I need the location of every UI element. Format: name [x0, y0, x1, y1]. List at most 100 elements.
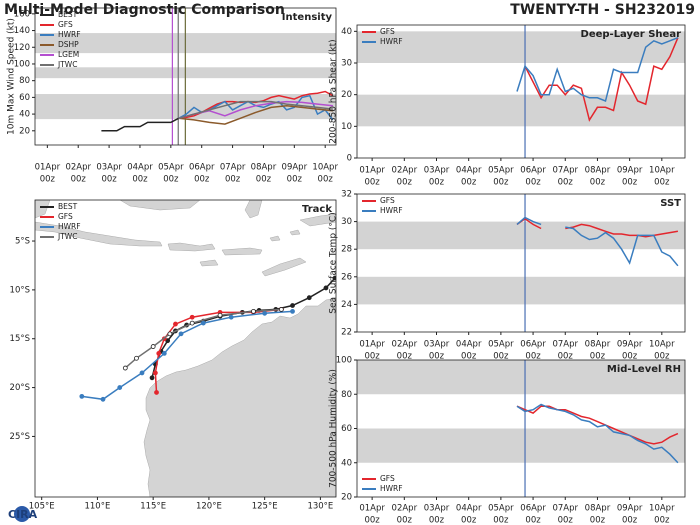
- y-tick-label: 10°S: [10, 285, 30, 295]
- band: [357, 360, 685, 395]
- track-point: [154, 390, 159, 395]
- x-tick-label: 110°E: [84, 502, 110, 512]
- x-tick-label: 00z: [558, 352, 574, 362]
- y-axis-label: 10m Max Wind Speed (kt): [7, 18, 17, 135]
- frame: [34, 7, 337, 146]
- x-tick-label: 00z: [429, 178, 445, 188]
- x-tick-label: 00z: [461, 178, 477, 188]
- x-tick-label: 00z: [590, 352, 606, 362]
- y-tick-label: 40: [341, 27, 352, 37]
- x-tick-label: 00z: [71, 175, 87, 185]
- track-point: [306, 295, 312, 301]
- x-tick-label: 00z: [493, 352, 509, 362]
- legend-label: JTWC: [57, 232, 77, 241]
- track-point: [228, 314, 234, 320]
- x-tick-label: 00z: [654, 352, 670, 362]
- x-tick-label: 00z: [364, 516, 380, 525]
- x-tick-label: 08Apr: [251, 163, 277, 173]
- logo: CIRA: [8, 508, 38, 521]
- legend-label: GFS: [380, 474, 395, 483]
- x-tick-label: 05Apr: [158, 163, 184, 173]
- track-point: [139, 370, 145, 376]
- x-tick-label: 125°E: [252, 502, 278, 512]
- x-tick-label: 00z: [40, 175, 56, 185]
- x-tick-label: 00z: [622, 178, 638, 188]
- x-tick-label: 01Apr: [35, 163, 61, 173]
- logo-mark: [14, 506, 30, 522]
- x-tick-label: 07Apr: [552, 166, 578, 176]
- x-tick-label: 10Apr: [649, 504, 675, 514]
- x-tick-label: 00z: [590, 178, 606, 188]
- y-tick-label: 100: [336, 356, 352, 366]
- frame: [34, 199, 337, 498]
- x-tick-label: 05Apr: [488, 340, 514, 350]
- x-tick-label: 05Apr: [488, 166, 514, 176]
- y-axis-label: Sea Surface Temp (°C): [329, 212, 339, 313]
- y-tick-label: 120: [14, 43, 30, 53]
- track-point: [167, 331, 173, 337]
- series-line: [178, 100, 333, 120]
- x-tick-label: 09Apr: [617, 166, 643, 176]
- legend-label: JTWC: [57, 60, 77, 69]
- y-tick-label: 40: [341, 458, 352, 468]
- x-tick-label: 08Apr: [585, 504, 611, 514]
- track-point: [290, 303, 295, 308]
- legend-label: LGEM: [58, 50, 79, 59]
- x-tick-label: 06Apr: [189, 163, 215, 173]
- track-point: [161, 350, 167, 356]
- x-tick-label: 00z: [101, 175, 117, 185]
- x-tick-label: 00z: [318, 175, 334, 185]
- legend-label: HWRF: [58, 30, 81, 39]
- y-tick-label: 10: [341, 122, 352, 132]
- y-tick-label: 0: [347, 154, 352, 164]
- series-line: [516, 37, 679, 103]
- x-tick-label: 00z: [558, 516, 574, 525]
- track-point: [262, 310, 268, 316]
- x-tick-label: 00z: [622, 352, 638, 362]
- y-tick-label: 20: [341, 90, 352, 100]
- x-tick-label: 03Apr: [424, 340, 450, 350]
- x-tick-label: 01Apr: [359, 340, 385, 350]
- frame: [356, 193, 686, 333]
- track-point: [150, 344, 156, 349]
- series-line: [516, 216, 679, 267]
- legend-label: GFS: [380, 196, 395, 205]
- x-tick-label: 00z: [461, 352, 477, 362]
- legend-label: HWRF: [380, 206, 403, 215]
- panel-title: Mid-Level RH: [607, 364, 681, 375]
- x-tick-label: 10Apr: [649, 340, 675, 350]
- band: [357, 276, 685, 305]
- y-tick-label: 160: [14, 9, 30, 19]
- y-tick-label: 5°S: [15, 237, 30, 247]
- x-tick-label: 00z: [397, 516, 413, 525]
- y-tick-label: 100: [14, 59, 30, 69]
- y-tick-label: 22: [341, 328, 352, 338]
- x-tick-label: 07Apr: [220, 163, 246, 173]
- legend-label: HWRF: [380, 37, 403, 46]
- panel-title: SST: [660, 198, 681, 209]
- track-point: [323, 285, 329, 291]
- y-tick-label: 24: [341, 300, 352, 310]
- x-tick-label: 07Apr: [552, 504, 578, 514]
- track-point: [156, 350, 162, 356]
- series-line: [516, 403, 679, 464]
- track-point: [117, 385, 123, 390]
- y-tick-label: 25°S: [10, 432, 30, 442]
- x-tick-label: 00z: [622, 516, 638, 525]
- x-tick-label: 03Apr: [424, 504, 450, 514]
- frame: [356, 24, 686, 159]
- x-tick-label: 01Apr: [359, 504, 385, 514]
- track-point: [332, 275, 336, 281]
- land: [35, 200, 336, 497]
- plot-area: [79, 275, 336, 402]
- x-tick-label: 02Apr: [392, 166, 418, 176]
- x-tick-label: 05Apr: [488, 504, 514, 514]
- x-tick-label: 00z: [397, 352, 413, 362]
- x-tick-label: 00z: [397, 178, 413, 188]
- x-tick-label: 10Apr: [312, 163, 338, 173]
- track-point: [134, 355, 139, 361]
- x-tick-label: 06Apr: [520, 166, 546, 176]
- track-point: [149, 375, 155, 381]
- track-point: [178, 331, 184, 337]
- y-tick-label: 28: [341, 245, 352, 255]
